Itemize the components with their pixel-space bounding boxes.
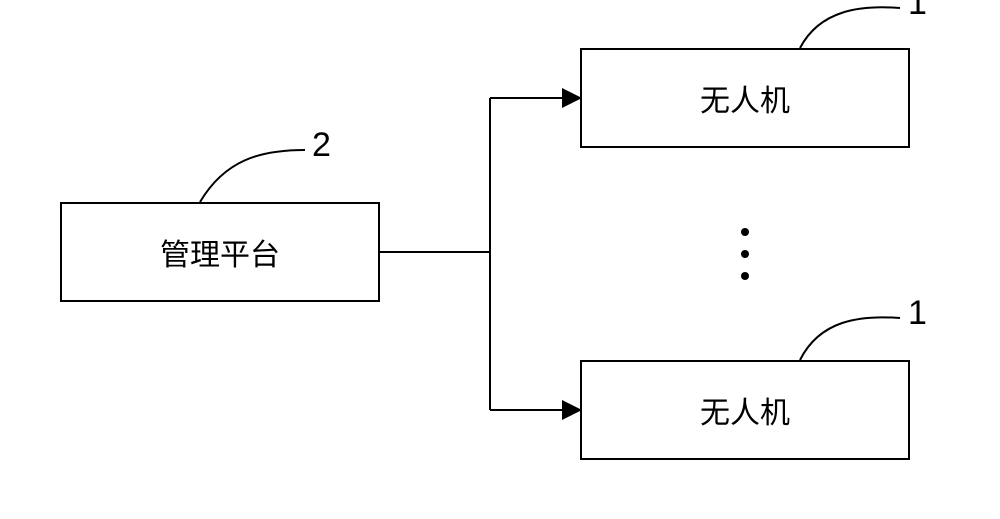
management-platform-box: 管理平台	[60, 202, 380, 302]
callout-label-drone-bot: 1	[908, 294, 927, 333]
drone-label-bottom: 无人机	[700, 388, 790, 432]
callout-label-management: 2	[312, 126, 331, 165]
drone-box-bottom: 无人机	[580, 360, 910, 460]
drone-box-top: 无人机	[580, 48, 910, 148]
diagram-stage: 管理平台 无人机 无人机 2 1 1	[0, 0, 1000, 519]
drone-label-top: 无人机	[700, 76, 790, 120]
ellipsis-dots	[741, 228, 749, 280]
callout-label-drone-top: 1	[908, 0, 927, 23]
management-platform-label: 管理平台	[160, 230, 280, 274]
connectors-group	[380, 98, 580, 410]
